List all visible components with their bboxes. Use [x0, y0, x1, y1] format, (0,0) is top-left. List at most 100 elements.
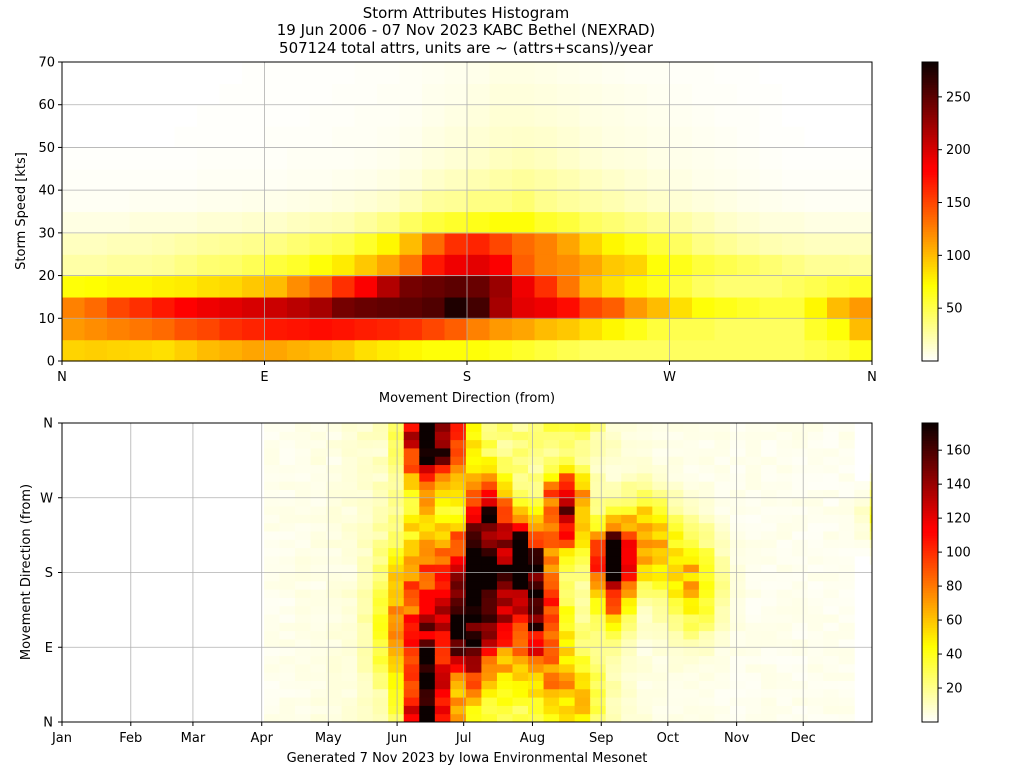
colorbar-strip: [922, 181, 938, 185]
heat-cell: [636, 423, 653, 432]
heat-cell: [107, 190, 131, 213]
heat-cell: [590, 688, 607, 698]
heat-cell: [534, 254, 558, 277]
heat-cell: [512, 481, 529, 490]
heat-cell: [372, 456, 389, 466]
heat-cell: [279, 663, 296, 673]
heat-cell: [543, 481, 560, 490]
heat-cell: [590, 456, 607, 466]
colorbar-strip: [922, 674, 938, 678]
heat-cell: [714, 655, 731, 665]
heat-cell: [326, 464, 343, 474]
heat-cell: [310, 605, 327, 615]
heat-cell: [869, 539, 873, 549]
heat-cell: [621, 547, 638, 557]
heat-cell: [354, 168, 378, 191]
colorbar-strip: [922, 667, 938, 671]
colorbar-strip: [922, 326, 938, 330]
heat-cell: [388, 464, 405, 474]
heat-cell: [602, 147, 626, 170]
heat-cell: [792, 688, 809, 698]
heat-cell: [465, 497, 482, 507]
heat-cell: [434, 555, 451, 565]
heat-cell: [624, 104, 648, 127]
heat-cell: [807, 530, 824, 540]
heat-cell: [512, 589, 529, 598]
heat-cell: [761, 713, 778, 723]
heat-cell: [729, 713, 747, 723]
heat-cell: [602, 275, 626, 298]
heat-cell: [714, 530, 731, 540]
heat-cell: [528, 638, 545, 648]
heat-cell: [761, 547, 778, 557]
heat-cell: [827, 190, 851, 213]
heat-cell: [197, 126, 221, 149]
heat-cell: [388, 431, 405, 441]
heat-cell: [450, 580, 467, 590]
heat-cell: [745, 489, 762, 499]
heat-cell: [434, 597, 451, 607]
heat-cell: [174, 339, 198, 362]
colorbar-strip: [922, 86, 938, 91]
heat-cell: [823, 506, 840, 515]
colorbar-strip: [922, 293, 938, 297]
heat-cell: [605, 564, 622, 573]
heat-cell: [481, 522, 498, 532]
heat-cell: [279, 514, 296, 524]
heat-cell: [242, 168, 266, 191]
heat-cell: [279, 680, 296, 690]
heat-cell: [652, 580, 669, 590]
heat-cell: [729, 580, 747, 590]
heat-cell: [737, 275, 761, 298]
footer-credit: Generated 7 Nov 2023 by Iowa Environment…: [287, 751, 648, 766]
heat-cell: [605, 547, 622, 557]
heat-cell: [823, 497, 840, 507]
heat-cell: [512, 339, 536, 362]
heat-cell: [636, 672, 653, 681]
heat-cell: [512, 539, 529, 549]
heat-cell: [823, 614, 840, 623]
heat-cell: [636, 489, 653, 499]
heat-cell: [543, 597, 560, 607]
heat-cell: [341, 680, 358, 690]
heat-cell: [543, 655, 560, 665]
colorbar-strip: [922, 283, 938, 287]
heat-cell: [683, 580, 700, 590]
heat-cell: [357, 481, 374, 490]
colorbar-strip: [922, 134, 938, 138]
heat-cell: [854, 481, 871, 490]
heat-cell: [481, 464, 498, 474]
heat-cell: [450, 439, 467, 449]
heat-cell: [434, 605, 451, 615]
heat-cell: [310, 564, 327, 573]
heat-cell: [652, 638, 669, 648]
heat-cell: [287, 104, 311, 127]
heat-cell: [636, 472, 653, 482]
heat-cell: [512, 514, 529, 524]
heat-cell: [372, 497, 389, 507]
heat-cell: [481, 638, 498, 648]
heat-cell: [714, 705, 731, 715]
heat-cell: [854, 489, 871, 499]
heat-cell: [450, 464, 467, 474]
heat-cell: [838, 638, 855, 648]
heat-cell: [605, 672, 622, 681]
heat-cell: [399, 190, 423, 213]
heat-cell: [465, 456, 482, 466]
heat-cell: [357, 622, 374, 632]
heat-cell: [621, 622, 638, 632]
heat-cell: [310, 481, 327, 490]
heat-cell: [450, 456, 467, 466]
heat-cell: [512, 104, 536, 127]
heat-cell: [692, 275, 716, 298]
heat-cell: [557, 211, 581, 234]
heat-cell: [279, 464, 296, 474]
heat-cell: [667, 555, 684, 565]
heat-cell: [279, 456, 296, 466]
heat-cell: [496, 555, 513, 565]
heat-cell: [481, 489, 498, 499]
heat-cell: [849, 211, 873, 234]
heat-cell: [590, 439, 607, 449]
heat-cell: [263, 472, 280, 482]
heat-cell: [782, 190, 806, 213]
